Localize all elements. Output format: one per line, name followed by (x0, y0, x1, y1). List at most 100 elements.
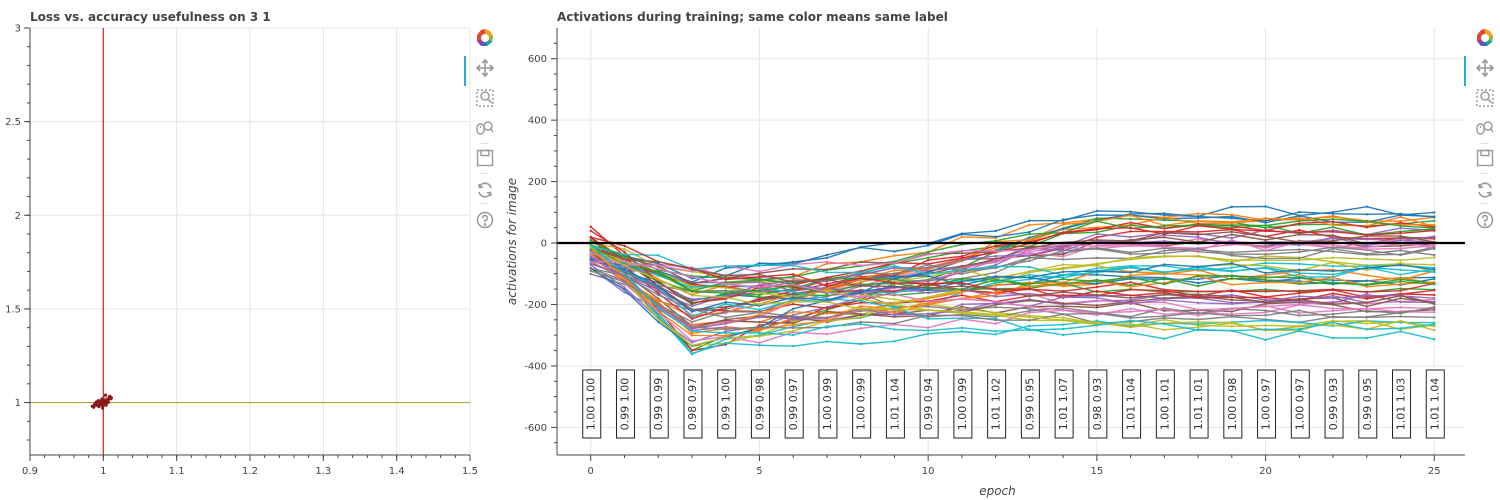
activation-point (657, 267, 660, 271)
activation-point (1230, 295, 1234, 299)
activation-point (791, 329, 795, 333)
activation-point (1264, 249, 1267, 252)
activation-point (758, 343, 761, 347)
activation-point (1163, 307, 1166, 311)
activation-point (758, 283, 761, 287)
save-tool-icon[interactable] (1472, 146, 1498, 170)
activation-point (1061, 333, 1065, 337)
activation-series-line (590, 233, 1435, 311)
activation-point (724, 331, 727, 335)
activation-point (1331, 234, 1335, 237)
activation-point (1196, 294, 1200, 298)
loss-accuracy-chart[interactable]: 0.9 1 1.1 1.2 1.3 1.4 1.5 1 1.5 2 2.5 3 (0, 0, 480, 500)
activation-point (1298, 311, 1301, 315)
activation-point (791, 290, 795, 294)
activation-point (1230, 254, 1234, 257)
activation-series-line (590, 252, 1435, 327)
label-box-top-text: 0.99 0.95 (1361, 378, 1374, 430)
activation-point (1163, 282, 1166, 286)
activation-point (1196, 249, 1200, 252)
toolbar-separator (1481, 203, 1489, 204)
activation-point (1331, 243, 1335, 247)
activation-point (690, 298, 694, 301)
activation-point (1331, 279, 1335, 282)
activation-point (1365, 205, 1368, 208)
activation-point (623, 277, 626, 281)
activation-point (1095, 269, 1099, 273)
wheel-zoom-tool-icon[interactable] (1472, 116, 1498, 140)
activations-chart[interactable]: 1.00 1.00 0.99 1.00 0.99 0.99 0.98 0.97 0.99… (490, 0, 1465, 500)
activation-point (791, 344, 795, 348)
activation-point (758, 299, 761, 303)
activation-point (791, 292, 795, 296)
activation-point (994, 275, 997, 278)
activation-point (1399, 300, 1402, 304)
help-tool-icon[interactable] (472, 208, 498, 232)
activation-point (657, 280, 660, 283)
activation-point (1433, 282, 1436, 286)
activation-point (1163, 245, 1166, 248)
activation-point (1095, 299, 1099, 302)
box-zoom-tool-icon[interactable] (1472, 86, 1498, 110)
label-box-frame (683, 369, 703, 439)
activation-point (758, 335, 761, 338)
label-box-frame (649, 369, 669, 439)
activation-point (1264, 278, 1267, 282)
activation-point (1163, 254, 1166, 258)
activation-point (1264, 288, 1267, 291)
activation-point (1129, 230, 1132, 233)
save-tool-icon[interactable] (472, 146, 498, 170)
activation-point (589, 267, 592, 270)
activation-point (1129, 266, 1132, 269)
data-point (98, 401, 102, 405)
activation-point (994, 284, 997, 287)
reset-tool-icon[interactable] (472, 178, 498, 202)
activation-point (1264, 281, 1267, 284)
activation-point (859, 299, 862, 303)
activation-point (994, 254, 997, 258)
box-zoom-tool-icon[interactable] (472, 86, 498, 110)
activation-point (1331, 225, 1335, 229)
activation-point (1129, 256, 1132, 260)
activation-point (1163, 216, 1166, 219)
label-box: 0.99 0.93 (1324, 369, 1344, 439)
activation-point (657, 318, 660, 321)
label-box-top-text: 0.99 0.93 (1327, 378, 1340, 430)
activation-point (1230, 205, 1234, 209)
activation-point (1399, 294, 1402, 297)
activation-point (791, 300, 795, 303)
activation-point (791, 260, 795, 264)
activation-point (1399, 215, 1402, 219)
activation-point (1095, 296, 1099, 299)
activation-point (791, 302, 795, 306)
activation-point (1196, 212, 1200, 215)
help-tool-icon[interactable] (1472, 208, 1498, 232)
wheel-zoom-tool-icon[interactable] (472, 116, 498, 140)
activation-point (1399, 227, 1402, 230)
activation-point (1365, 305, 1368, 308)
activation-point (1264, 301, 1267, 304)
activation-point (1196, 284, 1200, 288)
activation-point (1298, 291, 1301, 295)
activation-point (1095, 293, 1099, 297)
activation-point (859, 327, 862, 330)
activation-point (893, 269, 896, 272)
activation-point (724, 302, 727, 306)
activation-point (926, 244, 930, 247)
pan-tool-icon[interactable] (1464, 56, 1498, 86)
activation-point (1230, 262, 1234, 265)
activation-point (825, 298, 829, 302)
activation-point (1061, 277, 1065, 281)
activation-point (1230, 307, 1234, 311)
activation-point (926, 256, 930, 260)
activation-point (690, 320, 694, 324)
activation-point (623, 288, 626, 291)
label-box-frame (1122, 369, 1142, 439)
reset-tool-icon[interactable] (1472, 178, 1498, 202)
activation-point (1196, 265, 1200, 268)
activation-point (1028, 230, 1031, 234)
activation-point (1331, 292, 1335, 295)
activation-point (1399, 287, 1402, 290)
activation-point (1163, 314, 1166, 318)
pan-tool-icon[interactable] (464, 56, 498, 86)
